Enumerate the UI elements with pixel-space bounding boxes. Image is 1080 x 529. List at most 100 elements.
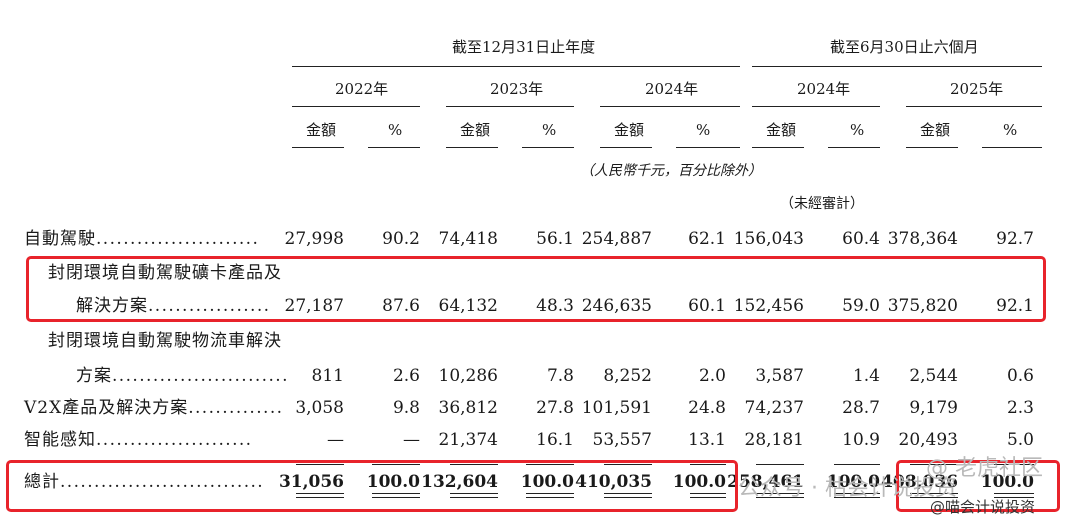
total-underline [604, 464, 652, 465]
col-amount-2023-rule [446, 147, 498, 148]
table-cell: 10.9 [842, 430, 880, 450]
row-leader-dots: .......................... [112, 366, 289, 386]
col-amount-2024-h1-rule [752, 147, 804, 148]
row-label-v2x: V2X產品及解決方案.............. [24, 400, 283, 417]
table-cell: 21,374 [438, 430, 498, 450]
year-2022-rule [292, 106, 420, 107]
year-2025-h1-rule [906, 106, 1042, 107]
table-cell: 132,604 [421, 472, 498, 492]
table-cell: 0.6 [1006, 366, 1034, 386]
table-cell: 375,820 [887, 296, 958, 316]
total-underline [604, 493, 652, 494]
total-underline [372, 464, 420, 465]
currency-note: （人民幣千元，百分比除外） [580, 163, 762, 179]
header-group-six-months-rule [752, 66, 1042, 67]
col-pct-2024-h1-rule [828, 147, 880, 148]
col-amount-2024-rule [600, 147, 652, 148]
row-leader-dots: .............. [188, 398, 284, 418]
table-cell: 36,812 [438, 398, 498, 418]
year-2023: 2023年 [490, 80, 544, 98]
year-2022: 2022年 [335, 80, 389, 98]
total-underline [756, 497, 804, 498]
col-amount-2022-rule [292, 147, 344, 148]
total-underline [994, 493, 1034, 494]
watermark-author: @喵会计说投资 [930, 498, 1036, 516]
table-cell: 2.0 [698, 366, 726, 386]
row-leader-dots: ....................... [96, 430, 253, 450]
table-cell: 246,635 [581, 296, 652, 316]
year-2023-rule [446, 106, 574, 107]
table-cell: — [327, 430, 344, 450]
year-2024-h1-rule [752, 106, 880, 107]
table-cell: 410,035 [575, 472, 652, 492]
total-underline [756, 493, 804, 494]
total-underline [372, 497, 420, 498]
col-pct-2023-rule [522, 147, 574, 148]
table-cell: 100.0 [520, 472, 574, 492]
highlight-box-mining-truck-row [26, 256, 1046, 322]
highlight-box-total-2025 [896, 460, 1060, 512]
table-cell: 152,456 [733, 296, 804, 316]
row-label-text: 自動駕駛 [24, 229, 96, 249]
table-cell: 100.0 [366, 472, 420, 492]
table-cell: 31,056 [278, 472, 344, 492]
table-cell: 3,058 [295, 398, 344, 418]
table-cell: 100.0 [980, 472, 1034, 492]
table-cell: 2.3 [1006, 398, 1034, 418]
total-underline [526, 497, 574, 498]
table-cell: — [403, 430, 420, 450]
total-underline [834, 464, 880, 465]
total-underline [296, 497, 344, 498]
table-cell: 10,286 [438, 366, 498, 386]
watermark-tiger-community: @ 老虎社区 [926, 456, 1043, 481]
total-underline [994, 497, 1034, 498]
table-cell: 48.3 [536, 296, 574, 316]
table-cell: 59.0 [842, 296, 880, 316]
col-amount-2025-h1: 金額 [920, 121, 951, 139]
header-group-fiscal-year: 截至12月31日止年度 [452, 38, 596, 56]
total-underline [296, 464, 344, 465]
table-cell: 24.8 [688, 398, 726, 418]
row-label-smart-perception: 智能感知....................... [24, 432, 253, 449]
table-cell: 100.0 [672, 472, 726, 492]
row-label-total: 總計.............................. [24, 474, 264, 491]
total-underline [910, 493, 958, 494]
col-pct-2023: % [542, 121, 557, 139]
row-leader-dots: .................. [148, 296, 271, 316]
table-cell: 811 [311, 366, 344, 386]
table-cell: 9.8 [392, 398, 420, 418]
highlight-box-total-fiscal-years [6, 460, 738, 512]
row-label-text: 方案 [76, 366, 112, 386]
table-cell: 28,181 [744, 430, 804, 450]
total-underline [910, 497, 958, 498]
table-cell: 27,187 [284, 296, 344, 316]
table-cell: 27.8 [536, 398, 574, 418]
table-cell: 90.2 [382, 229, 420, 249]
row-label-text: 智能感知 [24, 430, 96, 450]
col-pct-2025-h1-rule [982, 147, 1042, 148]
table-cell: 64,132 [438, 296, 498, 316]
col-pct-2024-h1: % [850, 121, 865, 139]
table-cell: 56.1 [536, 229, 574, 249]
year-2024-rule [600, 106, 740, 107]
table-cell: 9,179 [909, 398, 958, 418]
table-cell: 3,587 [755, 366, 804, 386]
total-underline [690, 464, 726, 465]
total-underline [526, 493, 574, 494]
row-label-autonomous-driving: 自動駕駛........................ [24, 231, 259, 248]
col-amount-2023: 金額 [460, 121, 491, 139]
table-cell: 28.7 [842, 398, 880, 418]
total-underline [834, 493, 880, 494]
year-2024: 2024年 [645, 80, 699, 98]
row-label-mining-truck-line2: 解決方案.................. [76, 298, 270, 315]
col-pct-2024-rule [676, 147, 740, 148]
col-pct-2025-h1: % [1003, 121, 1018, 139]
total-underline [994, 464, 1034, 465]
table-cell: 2,544 [909, 366, 958, 386]
table-cell: 87.6 [382, 296, 420, 316]
total-underline [450, 497, 498, 498]
col-amount-2022: 金額 [306, 121, 337, 139]
col-amount-2025-h1-rule [906, 147, 958, 148]
table-cell: 258,461 [727, 472, 804, 492]
table-cell: 62.1 [688, 229, 726, 249]
